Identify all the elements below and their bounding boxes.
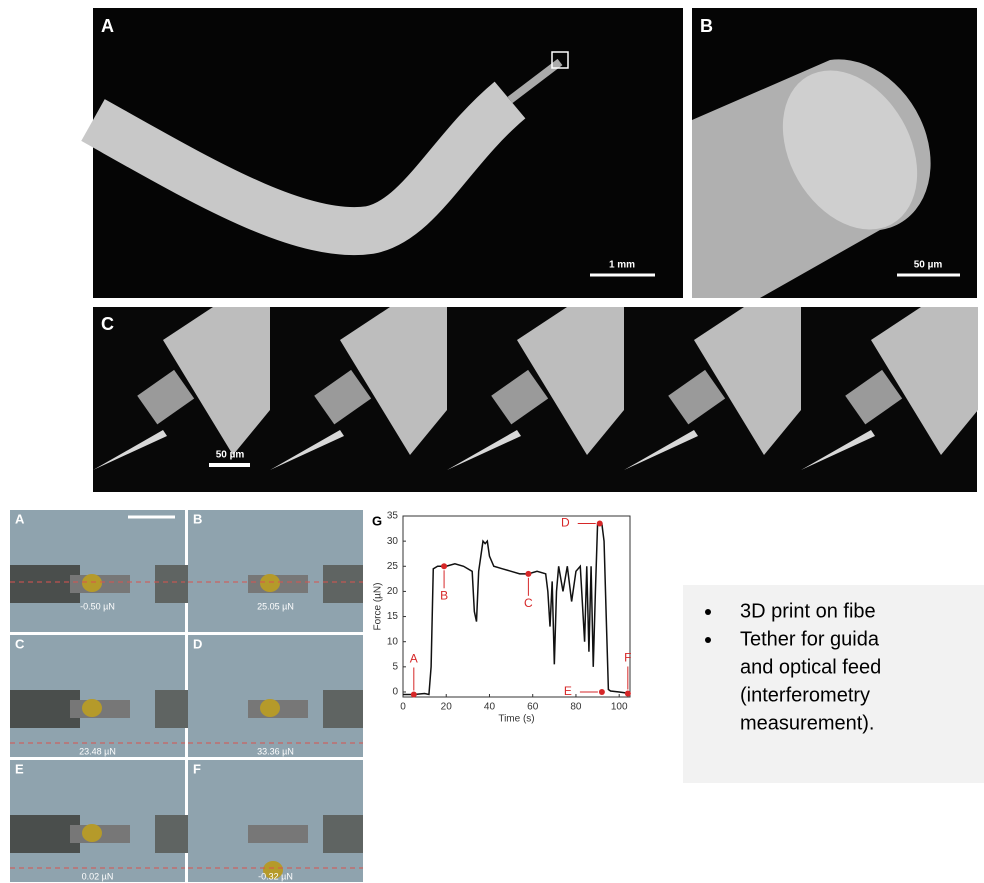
x-tick-label: 20 [441,702,453,713]
fiber [323,690,363,728]
micro-panels: A -0.50 µN B 25.05 µN C 23.48 µN D 33.36 µN E 0.0… [10,510,363,882]
y-tick-label: 35 [387,511,399,522]
annotation-label: C [524,596,533,610]
y-axis-title: Force (µN) [373,583,384,631]
panel-label: A [101,16,114,36]
force-line [403,524,630,694]
scale-text: 50 µm [216,450,245,461]
bullet-text: 3D print on fibe [740,600,876,622]
fiber [323,565,363,603]
annotation-label: B [440,588,448,602]
bullet-dot [705,637,711,643]
y-tick-label: 5 [392,661,398,672]
x-tick-label: 60 [527,702,539,713]
point-marker [597,521,603,527]
bullet-text: Tether for guida [740,628,880,650]
panel-label: C [15,636,25,651]
x-tick-label: 80 [570,702,582,713]
cell [82,699,102,717]
force-label: -0.32 µN [258,871,293,881]
force-label: 25.05 µN [257,601,294,611]
y-tick-label: 30 [387,536,399,547]
panel-label: B [700,16,713,36]
y-tick-label: 25 [387,561,399,572]
y-tick-label: 15 [387,611,399,622]
annotation-label: E [564,684,572,698]
force-label: 23.48 µN [79,746,116,756]
x-tick-label: 0 [400,702,406,713]
panel-label: C [101,314,114,334]
panel-label: E [15,761,24,776]
fiber [10,565,80,603]
scale-text: 50 µm [914,260,943,271]
fiber [323,815,363,853]
panel-label: B [193,511,202,526]
point-marker [411,691,417,697]
bullet-text: measurement). [740,712,875,734]
cell [82,824,102,842]
point-marker [625,690,631,696]
cell [260,574,280,592]
x-tick-label: 40 [484,702,496,713]
annotation-label: A [410,652,418,666]
panel-label: F [193,761,201,776]
page: A 1 mm B 50 µm C 50 µm A -0.50 µN B 25.05 µ… [0,0,984,883]
bullet-text: and optical feed [740,656,881,678]
gripper [248,825,308,843]
force-label: 0.02 µN [82,871,114,881]
force-label: 33.36 µN [257,746,294,756]
point-marker [525,571,531,577]
fiber [10,690,80,728]
panel-label: D [193,636,202,651]
slide: A 1 mm B 50 µm C 50 µm A -0.50 µN B 25.05 µ… [0,0,984,883]
x-axis-title: Time (s) [498,714,534,725]
point-marker [441,563,447,569]
point-marker [599,689,605,695]
x-tick-label: 100 [611,702,628,713]
chart: 0 20 40 60 80 100 0 5 10 15 20 25 30 35 Time (s) Force … [373,511,632,725]
scale-text: 1 mm [609,260,635,271]
panel-label: G [372,513,382,528]
force-label: -0.50 µN [80,601,115,611]
panel-label: A [15,511,25,526]
annotation-label: F [624,651,631,665]
bullet-dot [705,609,711,615]
cell [82,574,102,592]
plot-frame [403,516,630,697]
annotation-label: D [561,516,570,530]
y-tick-label: 0 [392,687,398,698]
cell [260,699,280,717]
fiber [10,815,80,853]
bullet-text: (interferometry [740,684,870,706]
y-tick-label: 10 [387,636,399,647]
y-tick-label: 20 [387,586,399,597]
